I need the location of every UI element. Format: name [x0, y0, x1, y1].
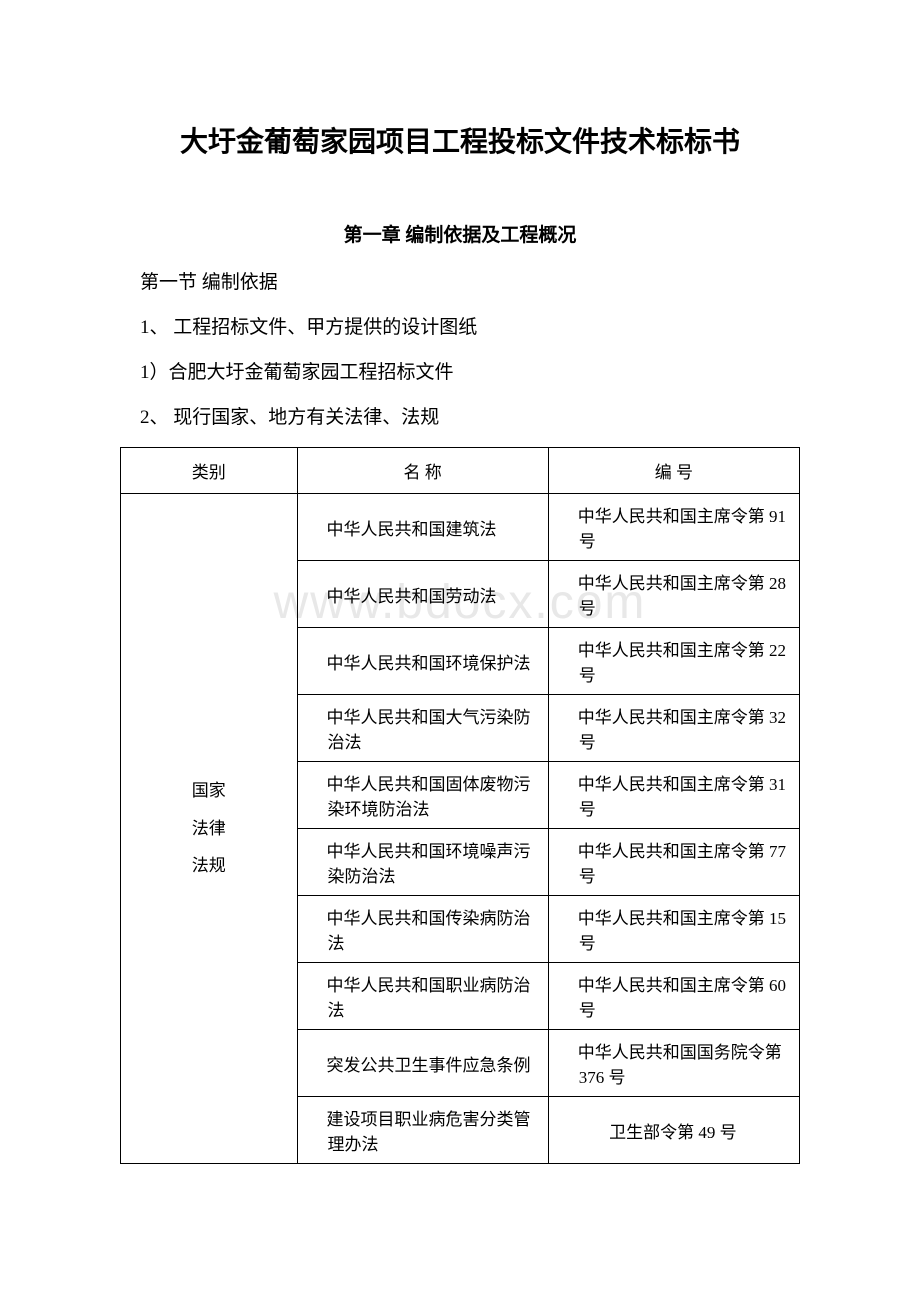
table-name-cell: 中华人民共和国建筑法: [297, 494, 548, 561]
table-name-cell: 中华人民共和国传染病防治法: [297, 896, 548, 963]
table-name-cell: 中华人民共和国劳动法: [297, 561, 548, 628]
list-item: 1、 工程招标文件、甲方提供的设计图纸: [120, 312, 800, 339]
table-header-code: 编 号: [548, 448, 799, 494]
table-name-cell: 中华人民共和国环境保护法: [297, 628, 548, 695]
table-code-cell: 中华人民共和国主席令第 22 号: [548, 628, 799, 695]
table-code-cell: 卫生部令第 49 号: [548, 1097, 799, 1164]
list-item: 2、 现行国家、地方有关法律、法规: [120, 402, 800, 429]
table-name-cell: 中华人民共和国职业病防治法: [297, 963, 548, 1030]
table-header-category: 类别: [121, 448, 298, 494]
table-header-name: 名 称: [297, 448, 548, 494]
table-code-cell: 中华人民共和国主席令第 77 号: [548, 829, 799, 896]
table-name-cell: 中华人民共和国固体废物污染环境防治法: [297, 762, 548, 829]
table-row: 国家法律法规 中华人民共和国建筑法 中华人民共和国主席令第 91 号: [121, 494, 800, 561]
chapter-heading: 第一章 编制依据及工程概况: [120, 220, 800, 247]
table-category-cell: 国家法律法规: [121, 494, 298, 1164]
table-code-cell: 中华人民共和国主席令第 32 号: [548, 695, 799, 762]
document-title: 大圩金葡萄家园项目工程投标文件技术标标书: [120, 120, 800, 160]
table-code-cell: 中华人民共和国主席令第 28 号: [548, 561, 799, 628]
table-code-cell: 中华人民共和国主席令第 60 号: [548, 963, 799, 1030]
list-item: 1）合肥大圩金葡萄家园工程招标文件: [120, 357, 800, 384]
table-code-cell: 中华人民共和国主席令第 91 号: [548, 494, 799, 561]
table-name-cell: 中华人民共和国大气污染防治法: [297, 695, 548, 762]
table-header-row: 类别 名 称 编 号: [121, 448, 800, 494]
document-content: 大圩金葡萄家园项目工程投标文件技术标标书 第一章 编制依据及工程概况 第一节 编…: [120, 120, 800, 1164]
table-code-cell: 中华人民共和国主席令第 31 号: [548, 762, 799, 829]
section-heading: 第一节 编制依据: [120, 267, 800, 294]
table-code-cell: 中华人民共和国主席令第 15 号: [548, 896, 799, 963]
table-name-cell: 建设项目职业病危害分类管理办法: [297, 1097, 548, 1164]
table-name-cell: 中华人民共和国环境噪声污染防治法: [297, 829, 548, 896]
laws-table: 类别 名 称 编 号 国家法律法规 中华人民共和国建筑法 中华人民共和国主席令第…: [120, 447, 800, 1164]
table-name-cell: 突发公共卫生事件应急条例: [297, 1030, 548, 1097]
table-code-cell: 中华人民共和国国务院令第 376 号: [548, 1030, 799, 1097]
